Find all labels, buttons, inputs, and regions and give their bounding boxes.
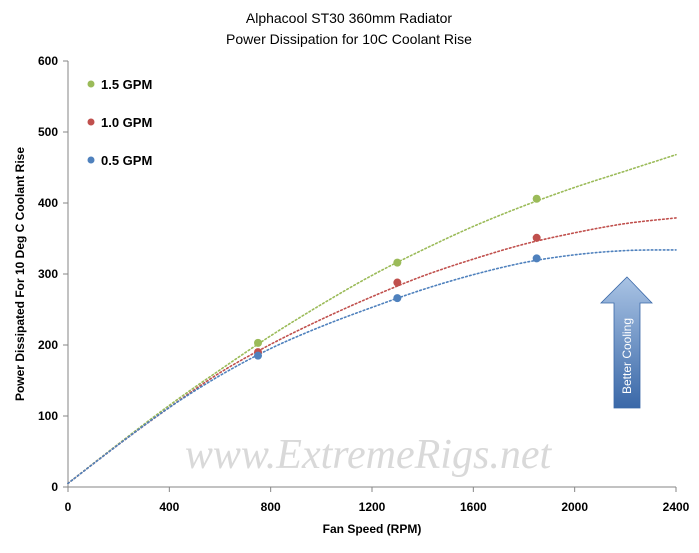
data-point-series-2 (393, 294, 402, 303)
chart-subtitle: Power Dissipation for 10C Coolant Rise (226, 31, 472, 47)
x-axis-label: Fan Speed (RPM) (323, 522, 422, 536)
y-tick-label: 500 (38, 125, 58, 139)
data-point-series-0 (393, 258, 402, 267)
trendline-series-0 (67, 153, 677, 485)
y-axis-ticks: 0 100 200 300 400 500 600 (38, 54, 68, 494)
better-cooling-arrow: Better Cooling (600, 276, 653, 409)
data-point-series-2 (254, 351, 262, 360)
trendline-series-1 (67, 217, 677, 485)
data-point-series-2 (532, 254, 541, 263)
data-point-series-0 (532, 194, 541, 203)
up-arrow-icon (600, 276, 653, 409)
legend-marker (87, 118, 95, 126)
legend-label: 1.0 GPM (101, 115, 152, 130)
x-tick-label: 1600 (460, 500, 487, 514)
legend-label: 0.5 GPM (101, 153, 152, 168)
y-axis-label: Power Dissipated For 10 Deg C Coolant Ri… (13, 147, 27, 401)
data-point-series-0 (254, 338, 262, 347)
data-point-series-1 (532, 233, 541, 242)
x-tick-label: 2400 (663, 500, 690, 514)
legend-label: 1.5 GPM (101, 77, 152, 92)
x-tick-label: 1200 (359, 500, 386, 514)
x-axis-ticks: 0 400 800 1200 1600 2000 2400 (65, 487, 690, 514)
legend: 1.5 GPM 1.0 GPM 0.5 GPM (87, 77, 152, 168)
y-tick-label: 0 (51, 480, 58, 494)
chart-title: Alphacool ST30 360mm Radiator (246, 10, 453, 26)
y-tick-label: 400 (38, 196, 58, 210)
legend-marker (87, 80, 95, 88)
y-tick-label: 300 (38, 267, 58, 281)
data-points (254, 194, 541, 360)
y-tick-label: 600 (38, 54, 58, 68)
arrow-label: Better Cooling (620, 318, 634, 394)
x-tick-label: 800 (261, 500, 281, 514)
trendline-series-2 (67, 249, 677, 485)
watermark: www.ExtremeRigs.net (185, 432, 553, 478)
legend-marker (87, 156, 95, 164)
y-tick-label: 100 (38, 409, 58, 423)
plot-area (67, 61, 676, 488)
x-tick-label: 2000 (561, 500, 588, 514)
x-tick-label: 0 (65, 500, 72, 514)
x-tick-label: 400 (159, 500, 179, 514)
trendlines (67, 153, 677, 485)
y-tick-label: 200 (38, 338, 58, 352)
data-point-series-1 (393, 278, 402, 287)
